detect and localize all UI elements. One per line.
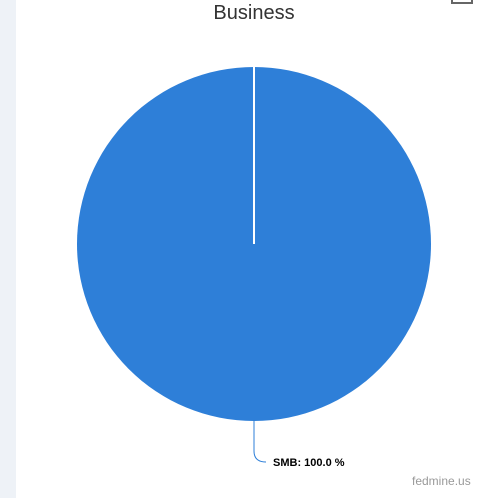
pie-data-labels: SMB: 100.0 %	[253, 421, 345, 469]
pie-slices	[77, 67, 431, 421]
data-label-smb: SMB: 100.0 %	[273, 457, 345, 469]
left-panel-strip	[0, 0, 16, 498]
data-label-connector	[253, 421, 267, 463]
chart-credit[interactable]: fedmine.us	[412, 474, 471, 488]
chart-title: Business	[213, 2, 295, 24]
menu-icon[interactable]	[451, 0, 473, 4]
